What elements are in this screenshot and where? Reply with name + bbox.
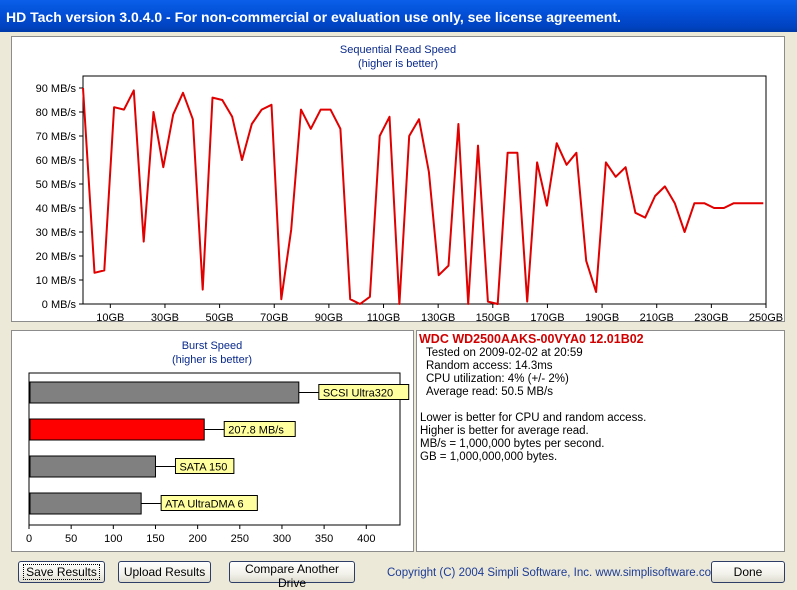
y-tick-label: 90 MB/s <box>36 83 77 95</box>
burst-x-tick-label: 350 <box>315 533 333 545</box>
copyright-text: Copyright (C) 2004 Simpli Software, Inc.… <box>387 567 721 579</box>
x-tick-label: 170GB <box>530 312 564 321</box>
burst-label: ATA UltraDMA 6 <box>165 499 243 511</box>
burst-label: 207.8 MB/s <box>228 425 284 437</box>
burst-speed-chart: Burst Speed (higher is better) SCSI Ultr… <box>26 340 410 545</box>
x-axis: 10GB 30GB 50GB 70GB 90GB 110GB 130GB 150GB 170GB… <box>96 304 783 321</box>
compare-another-drive-button[interactable]: Compare Another Drive <box>229 561 355 590</box>
x-tick-label: 50GB <box>206 312 234 321</box>
note-higher-better: Higher is better for average read. <box>420 425 589 437</box>
note-lower-better: Lower is better for CPU and random acces… <box>420 412 647 424</box>
x-tick-label: 30GB <box>151 312 179 321</box>
sequential-read-panel: Sequential Read Speed (higher is better)… <box>11 36 785 322</box>
upload-results-label: Upload Results <box>123 565 206 579</box>
burst-label-box <box>160 495 258 511</box>
burst-subtitle: (higher is better) <box>172 354 252 366</box>
y-tick-label: 70 MB/s <box>36 131 77 143</box>
burst-bar <box>29 455 156 478</box>
save-results-label: Save Results <box>23 564 100 580</box>
done-label: Done <box>733 565 763 579</box>
burst-label: SATA 150 <box>179 462 227 474</box>
drive-info-panel: WDC WD2500AAKS-00VYA0 12.01B02 Tested on… <box>416 330 785 552</box>
save-results-button[interactable]: Save Results <box>18 561 105 583</box>
burst-label-box <box>318 384 410 400</box>
drive-model: WDC WD2500AAKS-00VYA0 12.01B02 <box>419 332 644 346</box>
y-tick-label: 30 MB/s <box>36 227 77 239</box>
x-tick-label: 150GB <box>476 312 510 321</box>
y-tick-label: 50 MB/s <box>36 179 77 191</box>
note-gb-definition: GB = 1,000,000,000 bytes. <box>420 451 558 463</box>
random-access: Random access: 14.3ms <box>426 360 553 372</box>
note-mbps-definition: MB/s = 1,000,000 bytes per second. <box>420 438 605 450</box>
burst-x-tick-label: 400 <box>357 533 375 545</box>
y-tick-label: 80 MB/s <box>36 107 77 119</box>
upload-results-button[interactable]: Upload Results <box>118 561 211 583</box>
burst-label-box <box>223 421 296 437</box>
y-tick-label: 0 MB/s <box>42 299 77 311</box>
y-tick-label: 60 MB/s <box>36 155 77 167</box>
burst-label: SCSI Ultra320 <box>323 388 393 400</box>
burst-x-tick-label: 250 <box>231 533 249 545</box>
x-tick-label: 210GB <box>640 312 674 321</box>
x-tick-label: 190GB <box>585 312 619 321</box>
title-bar[interactable]: HD Tach version 3.0.4.0 - For non-commer… <box>0 0 797 32</box>
y-tick-label: 10 MB/s <box>36 275 77 287</box>
burst-x-tick-label: 0 <box>26 533 32 545</box>
burst-x-axis: 0 50 100 150 200 250 300 350 400 <box>26 525 375 545</box>
x-tick-label: 230GB <box>694 312 728 321</box>
x-tick-label: 90GB <box>315 312 343 321</box>
y-axis: 0 MB/s 10 MB/s 20 MB/s 30 MB/s 40 MB/s 50 MB/… <box>36 83 83 311</box>
burst-speed-panel: Burst Speed (higher is better) SCSI Ultr… <box>11 330 414 552</box>
window-title: HD Tach version 3.0.4.0 - For non-commer… <box>6 9 621 25</box>
x-tick-label: 130GB <box>421 312 455 321</box>
plot-area <box>82 75 767 305</box>
tested-on: Tested on 2009-02-02 at 20:59 <box>426 347 583 359</box>
y-tick-label: 40 MB/s <box>36 203 77 215</box>
burst-bar <box>29 492 142 515</box>
x-tick-label: 10GB <box>96 312 124 321</box>
burst-x-tick-label: 150 <box>146 533 164 545</box>
burst-x-tick-label: 300 <box>273 533 291 545</box>
chart-subtitle: (higher is better) <box>358 58 438 70</box>
x-tick-label: 110GB <box>367 312 400 321</box>
cpu-utilization: CPU utilization: 4% (+/- 2%) <box>426 373 569 385</box>
sequential-read-chart: Sequential Read Speed (higher is better)… <box>36 44 783 321</box>
burst-label-box <box>174 458 235 474</box>
x-tick-label: 70GB <box>260 312 288 321</box>
done-button[interactable]: Done <box>711 561 785 583</box>
y-tick-label: 20 MB/s <box>36 251 77 263</box>
average-read: Average read: 50.5 MB/s <box>426 386 553 398</box>
burst-bar <box>29 381 300 404</box>
burst-bar <box>29 418 205 441</box>
chart-title: Sequential Read Speed <box>340 44 456 56</box>
burst-x-tick-label: 50 <box>65 533 77 545</box>
x-tick-label: 250GB <box>749 312 783 321</box>
burst-x-tick-label: 200 <box>188 533 206 545</box>
burst-x-tick-label: 100 <box>104 533 122 545</box>
burst-bars: SCSI Ultra320 207.8 MB/s SATA 150 ATA Ultra… <box>29 381 410 515</box>
burst-title: Burst Speed <box>182 340 243 352</box>
read-speed-line <box>82 87 764 305</box>
